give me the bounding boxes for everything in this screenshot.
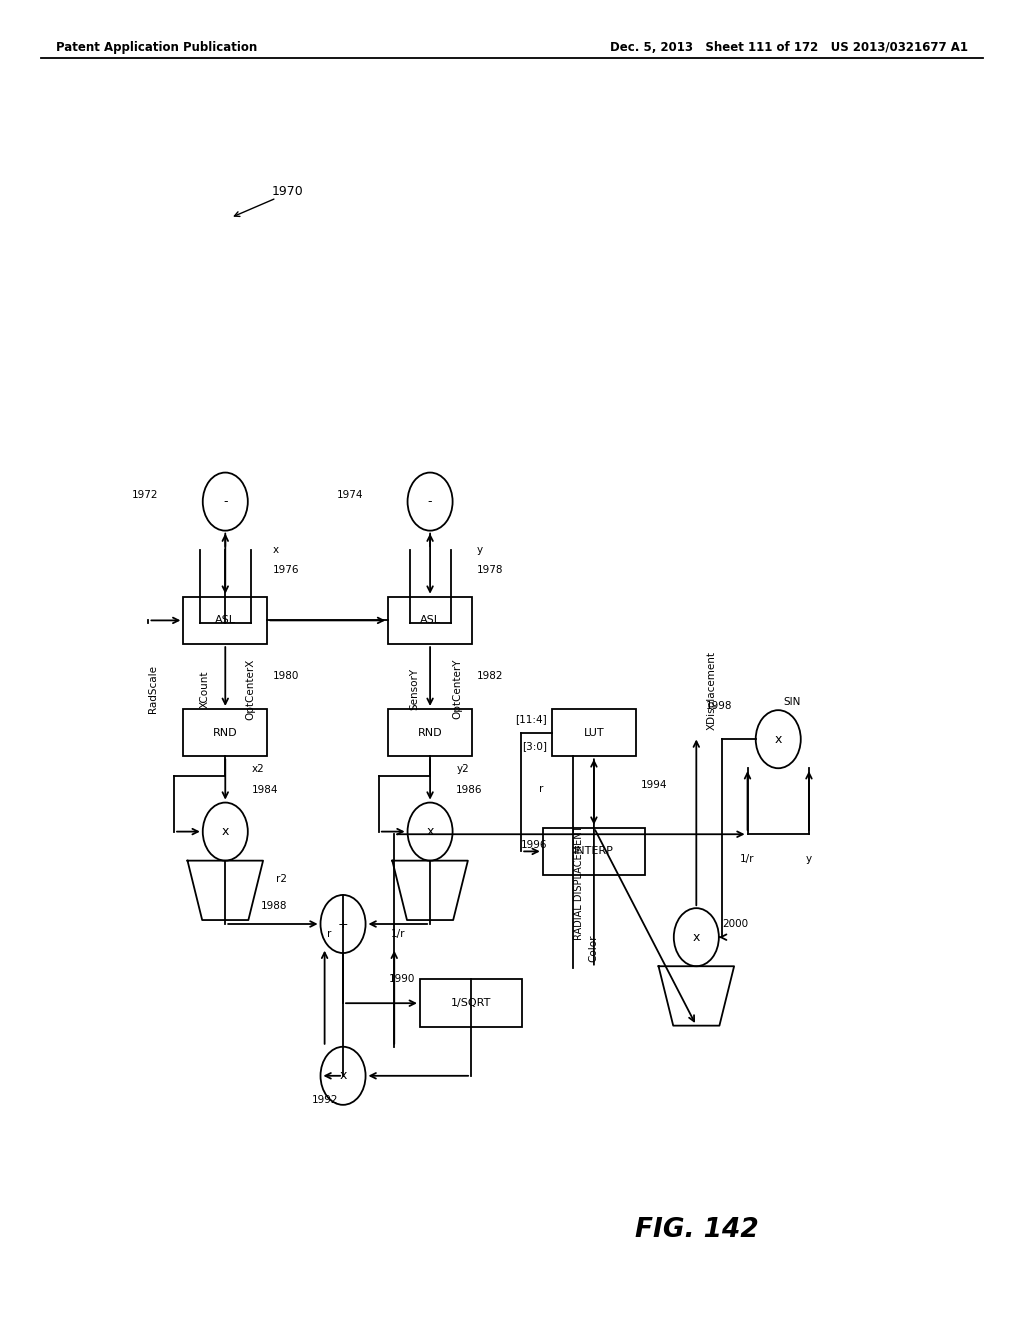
Text: RND: RND <box>418 727 442 738</box>
Text: -: - <box>223 495 227 508</box>
Text: 1974: 1974 <box>337 490 364 500</box>
Text: FIG. 142: FIG. 142 <box>635 1217 759 1243</box>
Text: x: x <box>339 1069 347 1082</box>
Text: 1994: 1994 <box>641 780 668 791</box>
Text: 1986: 1986 <box>457 785 482 795</box>
Text: 1978: 1978 <box>477 565 504 576</box>
Text: 1/r: 1/r <box>740 854 755 865</box>
Text: r: r <box>327 928 331 939</box>
Text: [11:4]: [11:4] <box>515 714 547 725</box>
Text: RadScale: RadScale <box>148 665 159 713</box>
Text: x2: x2 <box>252 764 264 774</box>
Text: 1976: 1976 <box>272 565 299 576</box>
Text: Dec. 5, 2013   Sheet 111 of 172   US 2013/0321677 A1: Dec. 5, 2013 Sheet 111 of 172 US 2013/03… <box>609 41 968 54</box>
Text: 1972: 1972 <box>132 490 159 500</box>
Text: y: y <box>477 545 483 556</box>
Text: OptCenterY: OptCenterY <box>453 659 463 719</box>
Text: x: x <box>692 931 700 944</box>
Text: r: r <box>540 784 544 795</box>
Text: ASL: ASL <box>420 615 440 626</box>
Text: 1982: 1982 <box>477 672 504 681</box>
Text: 1/r: 1/r <box>391 928 406 939</box>
Text: Color: Color <box>589 935 599 961</box>
Text: INTERP: INTERP <box>574 846 613 857</box>
Text: LUT: LUT <box>584 727 604 738</box>
Text: 1996: 1996 <box>520 840 547 850</box>
Text: RND: RND <box>213 727 238 738</box>
Text: x: x <box>272 545 279 556</box>
Text: SIN: SIN <box>783 697 801 708</box>
Text: 1970: 1970 <box>271 185 303 198</box>
Text: XDisplacement: XDisplacement <box>707 651 717 730</box>
Text: +: + <box>338 917 348 931</box>
Text: Patent Application Publication: Patent Application Publication <box>56 41 258 54</box>
Text: 1980: 1980 <box>272 672 299 681</box>
Text: -: - <box>428 495 432 508</box>
Text: y2: y2 <box>457 764 469 774</box>
Text: OptCenterX: OptCenterX <box>246 659 256 719</box>
Text: 2000: 2000 <box>722 919 749 929</box>
Text: 1988: 1988 <box>261 900 288 911</box>
Text: 1992: 1992 <box>311 1094 338 1105</box>
Text: r2: r2 <box>276 874 288 884</box>
Text: ASL: ASL <box>215 615 236 626</box>
Text: y: y <box>806 854 812 865</box>
Text: 1/SQRT: 1/SQRT <box>451 998 492 1008</box>
Text: 1998: 1998 <box>706 701 732 711</box>
Text: 1984: 1984 <box>252 785 278 795</box>
Text: [3:0]: [3:0] <box>522 741 547 751</box>
Text: x: x <box>426 825 434 838</box>
Text: 1990: 1990 <box>388 974 415 985</box>
Text: SensorY: SensorY <box>410 668 420 710</box>
Text: x: x <box>221 825 229 838</box>
Text: x: x <box>774 733 782 746</box>
Text: XCount: XCount <box>200 671 210 708</box>
Text: RADIAL DISPLACEMENT: RADIAL DISPLACEMENT <box>573 825 584 940</box>
